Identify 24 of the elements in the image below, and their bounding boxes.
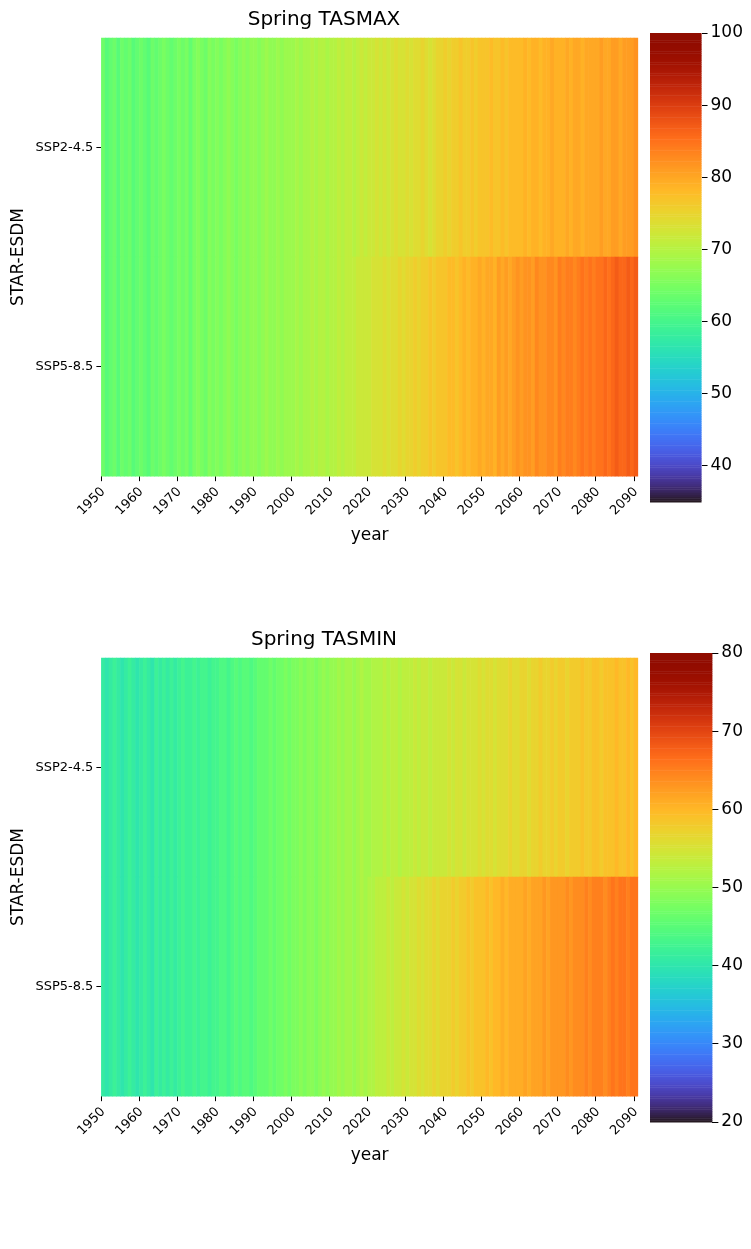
color-bar-label: 90 xyxy=(710,93,733,114)
x-axis-title: year xyxy=(350,524,389,545)
color-bar-label: 50 xyxy=(710,382,733,403)
color-bar-label: 50 xyxy=(721,875,744,896)
y-axis-title: STAR-ESDM xyxy=(6,828,27,927)
color-bar-label: 80 xyxy=(721,641,744,662)
y-tick-label: SSP5-8.5 xyxy=(35,978,94,994)
color-bar-label: 20 xyxy=(721,1110,744,1131)
color-bar-label: 40 xyxy=(721,954,744,975)
chart-title: Spring TASMAX xyxy=(247,6,401,31)
color-bar-label: 60 xyxy=(721,797,744,818)
y-tick-label: SSP2-4.5 xyxy=(35,138,94,154)
chart-title: Spring TASMIN xyxy=(250,626,398,651)
color-bar-label: 30 xyxy=(721,1032,744,1053)
y-tick-label: SSP5-8.5 xyxy=(35,358,94,374)
x-axis-title: year xyxy=(350,1144,389,1165)
color-bar-label: 100 xyxy=(710,21,744,42)
color-bar-label: 80 xyxy=(710,165,733,186)
y-axis-title: STAR-ESDM xyxy=(6,208,27,307)
y-tick-label: SSP2-4.5 xyxy=(35,758,94,774)
color-bar-label: 70 xyxy=(721,719,744,740)
color-bar-label: 70 xyxy=(710,237,733,258)
color-bar-label: 40 xyxy=(710,454,733,475)
color-bar-label: 60 xyxy=(710,310,733,331)
